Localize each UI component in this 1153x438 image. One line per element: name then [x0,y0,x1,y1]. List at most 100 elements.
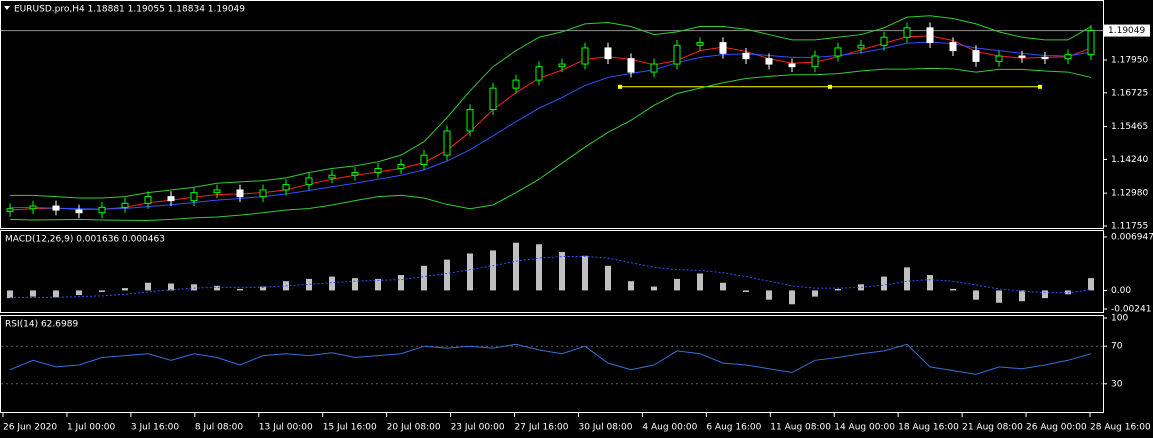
chart-title: EURUSD.pro,H4 1.18881 1.19055 1.18834 1.… [14,5,245,15]
macd-bar [352,278,358,291]
candle-body [788,63,796,68]
macd-bar [559,251,565,291]
macd-bar [214,285,220,291]
macd-bar [582,255,588,291]
candle-body [581,47,589,65]
candle-body [995,55,1003,62]
candle-body [374,168,382,174]
candle-body [29,205,37,210]
macd-panel-border [0,230,1104,313]
candle-body [167,196,175,202]
macd-bar [835,288,841,291]
candle-body [397,164,405,170]
macd-bar [766,290,772,300]
support-anchor [618,84,622,89]
macd-bar [674,278,680,291]
macd-bar [927,275,933,291]
support-anchor [1038,84,1042,89]
candle-body [351,172,359,176]
time-label: 20 Jul 08:00 [387,423,441,433]
macd-bar [421,265,427,291]
macd-bar [651,286,657,291]
time-label: 21 Aug 08:00 [962,423,1023,433]
macd-bar [812,290,818,297]
candle-body [144,196,152,204]
macd-bar [7,290,13,299]
candle-body [1041,56,1049,60]
current-price-label: 1.19049 [1108,26,1145,36]
candle-body [627,58,635,73]
candle-body [328,174,336,179]
time-label: 27 Jul 16:00 [515,423,569,433]
candle-body [558,63,566,68]
macd-bar [191,284,197,291]
price-tick-label: 1.12980 [1111,189,1148,199]
macd-bar [789,290,795,305]
macd-bar [628,281,634,291]
time-label: 28 Aug 16:00 [1090,423,1151,433]
macd-signal [10,256,1092,298]
macd-bar [720,282,726,291]
candle-body [696,42,704,46]
macd-bar [260,286,266,291]
macd-bar [973,290,979,300]
time-label: 14 Aug 00:00 [834,423,895,433]
candle-body [535,66,543,81]
candle-body [857,44,865,49]
time-label: 26 Aug 00:00 [1026,423,1087,433]
rsi-tick-label: 100 [1111,314,1128,324]
candle-body [259,189,267,198]
macd-tick-label: 0.006947 [1111,232,1153,242]
macd-bar [1088,278,1094,291]
time-label: 8 Jul 08:00 [195,423,244,433]
rsi-title: RSI(14) 62.6989 [5,320,78,330]
candle-body [466,109,474,132]
candle-body [765,58,773,65]
time-label: 15 Jul 16:00 [323,423,377,433]
time-label: 6 Aug 16:00 [706,423,761,433]
macd-bar [30,290,36,297]
time-label: 4 Aug 00:00 [642,423,697,433]
candle-body [190,192,198,202]
candle-body [650,63,658,73]
macd-tick-label: 0.00 [1111,286,1131,296]
macd-bar [329,276,335,291]
candle-body [811,55,819,68]
macd-bar [168,283,174,291]
price-tick-label: 1.16725 [1111,88,1148,98]
candle-body [1064,54,1072,60]
candle-body [903,27,911,38]
macd-bar [605,265,611,291]
macd-bar [881,276,887,291]
price-tick-label: 1.17950 [1111,56,1148,66]
macd-bar [1042,290,1048,299]
candle-body [880,36,888,46]
current-price-box [1104,24,1150,37]
candle-body [420,154,428,166]
candle-body [75,209,83,214]
candle-body [926,27,934,44]
macd-bar [53,290,59,298]
macd-bar [950,288,956,291]
macd-bar [237,288,243,291]
macd-bar [444,259,450,291]
candle-body [673,44,681,65]
symbol-arrow[interactable] [4,6,10,10]
candle-body [213,189,221,194]
candle-body [604,47,612,60]
candle-body [512,79,520,89]
candle-body [1018,55,1026,58]
time-label: 23 Jul 00:00 [451,423,505,433]
macd-bar [536,244,542,291]
macd-bar [76,290,82,296]
time-label: 3 Jul 16:00 [131,423,180,433]
price-tick-label: 1.15465 [1111,122,1148,132]
candle-body [282,184,290,191]
support-anchor [828,84,832,89]
macd-bar [904,267,910,291]
candle-body [443,130,451,156]
price-tick-label: 1.14240 [1111,155,1148,165]
indicator-line [9,67,1092,221]
